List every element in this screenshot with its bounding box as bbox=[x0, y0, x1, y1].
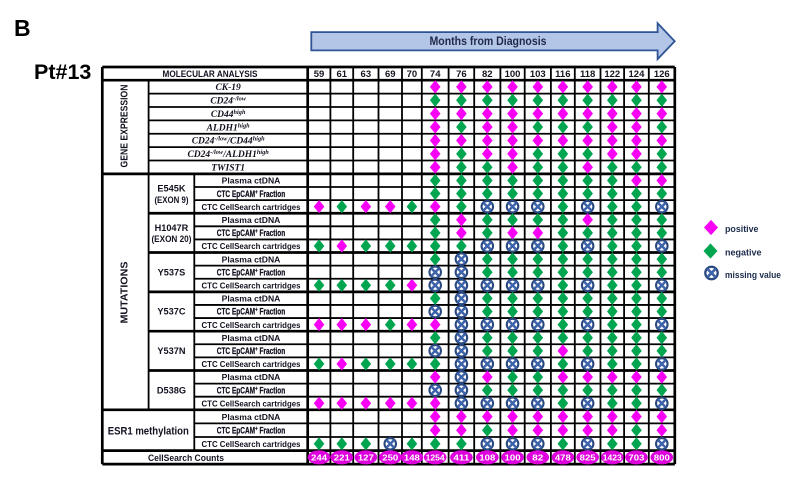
svg-text:127: 127 bbox=[358, 453, 375, 462]
svg-text:Plasma ctDNA: Plasma ctDNA bbox=[222, 412, 281, 422]
svg-text:CTC CellSearch cartridges: CTC CellSearch cartridges bbox=[202, 241, 301, 251]
svg-text:124: 124 bbox=[629, 69, 646, 80]
svg-text:825: 825 bbox=[580, 453, 597, 462]
svg-text:70: 70 bbox=[407, 69, 418, 80]
svg-text:Plasma ctDNA: Plasma ctDNA bbox=[222, 294, 281, 304]
svg-text:CTC EpCAM+ Fraction: CTC EpCAM+ Fraction bbox=[217, 385, 286, 395]
svg-text:CTC CellSearch cartridges: CTC CellSearch cartridges bbox=[202, 202, 301, 212]
svg-text:126: 126 bbox=[654, 69, 670, 80]
svg-text:negative: negative bbox=[725, 248, 762, 258]
svg-text:100: 100 bbox=[505, 69, 521, 80]
svg-text:CTC CellSearch cartridges: CTC CellSearch cartridges bbox=[202, 439, 301, 449]
svg-text:CTC EpCAM+ Fraction: CTC EpCAM+ Fraction bbox=[217, 346, 286, 356]
svg-text:E545K: E545K bbox=[157, 184, 185, 194]
svg-text:76: 76 bbox=[456, 69, 467, 80]
svg-text:GENE EXPRESSION: GENE EXPRESSION bbox=[119, 85, 130, 168]
svg-text:478: 478 bbox=[555, 453, 572, 462]
svg-text:1254: 1254 bbox=[426, 453, 445, 462]
svg-text:61: 61 bbox=[337, 69, 348, 80]
svg-text:MUTATIONS: MUTATIONS bbox=[118, 262, 130, 324]
svg-text:Plasma ctDNA: Plasma ctDNA bbox=[222, 372, 281, 382]
svg-text:Plasma ctDNA: Plasma ctDNA bbox=[222, 215, 281, 225]
svg-text:Y537C: Y537C bbox=[157, 307, 185, 317]
svg-text:Y537N: Y537N bbox=[157, 346, 185, 356]
svg-text:103: 103 bbox=[530, 69, 546, 80]
svg-text:69: 69 bbox=[385, 69, 396, 80]
svg-text:CTC EpCAM+ Fraction: CTC EpCAM+ Fraction bbox=[217, 307, 286, 317]
svg-text:Plasma ctDNA: Plasma ctDNA bbox=[222, 176, 281, 186]
svg-text:411: 411 bbox=[453, 453, 470, 462]
svg-text:CD24-/low/CD44high: CD24-/low/CD44high bbox=[192, 136, 265, 147]
svg-text:CD24-/low/ALDH1high: CD24-/low/ALDH1high bbox=[187, 149, 269, 160]
svg-text:D538G: D538G bbox=[157, 385, 186, 395]
svg-text:ALDH1high: ALDH1high bbox=[206, 122, 251, 133]
svg-text:74: 74 bbox=[430, 69, 441, 80]
svg-text:MOLECULAR ANALYSIS: MOLECULAR ANALYSIS bbox=[163, 69, 258, 79]
svg-text:Plasma ctDNA: Plasma ctDNA bbox=[222, 333, 281, 343]
svg-text:Pt#13: Pt#13 bbox=[34, 60, 91, 84]
svg-text:TWIST1: TWIST1 bbox=[211, 164, 245, 174]
svg-text:148: 148 bbox=[404, 453, 421, 462]
svg-text:CTC EpCAM+ Fraction: CTC EpCAM+ Fraction bbox=[217, 425, 286, 435]
svg-text:1423: 1423 bbox=[603, 453, 622, 462]
svg-text:63: 63 bbox=[361, 69, 372, 80]
svg-text:108: 108 bbox=[479, 453, 496, 462]
svg-text:H1047R: H1047R bbox=[155, 223, 189, 233]
svg-text:118: 118 bbox=[580, 69, 595, 80]
svg-text:ESR1 methylation: ESR1 methylation bbox=[108, 425, 189, 437]
svg-text:Y537S: Y537S bbox=[158, 267, 186, 277]
svg-text:Months from Diagnosis: Months from Diagnosis bbox=[430, 34, 547, 48]
svg-text:CTC EpCAM+ Fraction: CTC EpCAM+ Fraction bbox=[217, 189, 286, 199]
svg-text:59: 59 bbox=[314, 69, 325, 80]
svg-text:221: 221 bbox=[334, 453, 351, 462]
svg-text:(EXON 20): (EXON 20) bbox=[151, 234, 191, 244]
svg-text:82: 82 bbox=[532, 453, 544, 462]
svg-text:100: 100 bbox=[505, 453, 522, 462]
svg-text:CTC CellSearch cartridges: CTC CellSearch cartridges bbox=[202, 281, 301, 291]
svg-text:CD24-/low: CD24-/low bbox=[210, 95, 246, 106]
svg-text:CD44high: CD44high bbox=[211, 109, 246, 120]
svg-text:CTC CellSearch cartridges: CTC CellSearch cartridges bbox=[202, 359, 301, 369]
svg-text:(EXON 9): (EXON 9) bbox=[154, 195, 188, 205]
svg-text:CellSearch Counts: CellSearch Counts bbox=[148, 453, 224, 463]
svg-text:CK-19: CK-19 bbox=[215, 83, 241, 93]
svg-text:CTC CellSearch cartridges: CTC CellSearch cartridges bbox=[202, 398, 301, 408]
svg-text:82: 82 bbox=[482, 69, 493, 80]
svg-text:244: 244 bbox=[311, 453, 328, 462]
svg-text:missing value: missing value bbox=[725, 270, 781, 280]
svg-text:122: 122 bbox=[604, 69, 620, 80]
svg-text:B: B bbox=[14, 15, 31, 41]
svg-text:250: 250 bbox=[382, 453, 399, 462]
svg-text:703: 703 bbox=[628, 453, 645, 462]
svg-text:CTC CellSearch cartridges: CTC CellSearch cartridges bbox=[202, 320, 301, 330]
svg-text:positive: positive bbox=[725, 224, 759, 234]
svg-text:CTC EpCAM+ Fraction: CTC EpCAM+ Fraction bbox=[217, 267, 286, 277]
svg-text:800: 800 bbox=[654, 453, 671, 462]
svg-text:Plasma ctDNA: Plasma ctDNA bbox=[222, 254, 281, 264]
svg-text:116: 116 bbox=[555, 69, 570, 80]
svg-text:CTC EpCAM+ Fraction: CTC EpCAM+ Fraction bbox=[217, 228, 286, 238]
